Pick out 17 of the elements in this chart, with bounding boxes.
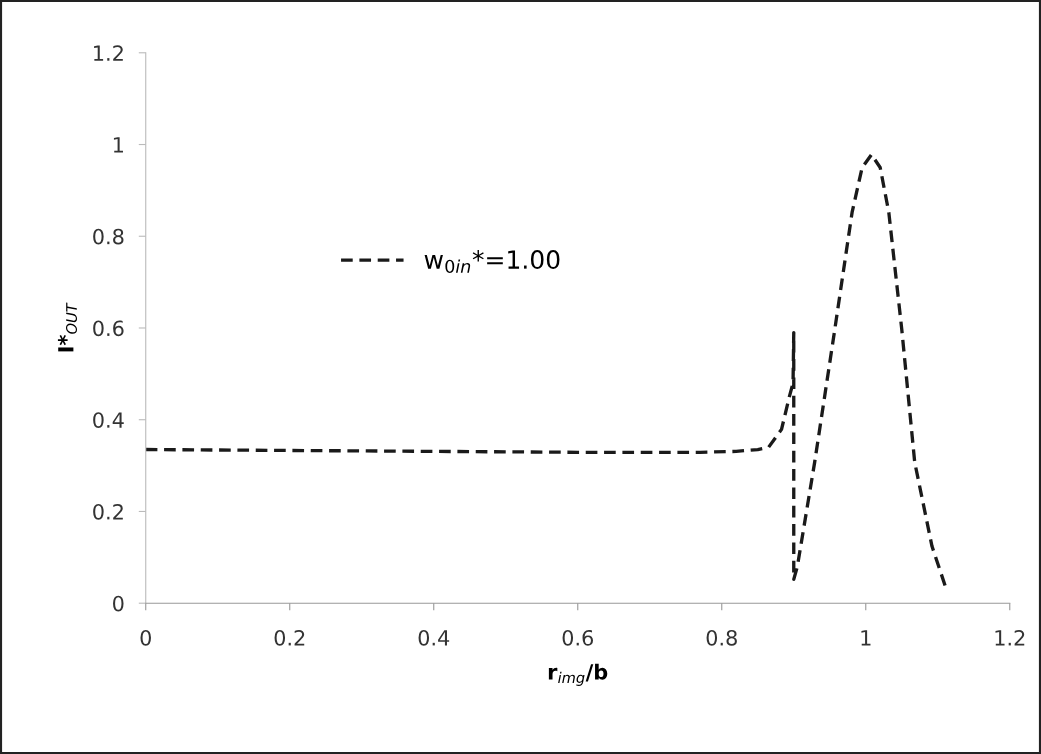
x-tick-label: 0.4: [418, 629, 450, 646]
y-axis-title: I*$_{OUT}$: [57, 302, 78, 352]
x-tick-label: 1: [861, 630, 871, 646]
y-tick-label: 0.2: [93, 503, 123, 520]
x-tick-label: 1.2: [995, 629, 1025, 646]
x-tick-label: 0: [140, 629, 151, 646]
y-tick-label: 1.2: [94, 45, 123, 61]
x-axis-title: r$_{img}$/b: [548, 663, 608, 686]
x-tick-label: 0.6: [562, 629, 594, 646]
x-tick-label: 0.2: [274, 629, 305, 646]
y-tick-label: 0: [113, 595, 124, 612]
y-tick-label: 0.4: [93, 412, 124, 428]
x-tick-label: 0.8: [706, 629, 737, 646]
legend-label: w$_{0in}$*=1.00: [424, 250, 560, 273]
y-tick-label: 0.8: [93, 228, 124, 245]
y-tick-label: 1: [113, 137, 123, 153]
y-tick-label: 0.6: [93, 320, 124, 337]
